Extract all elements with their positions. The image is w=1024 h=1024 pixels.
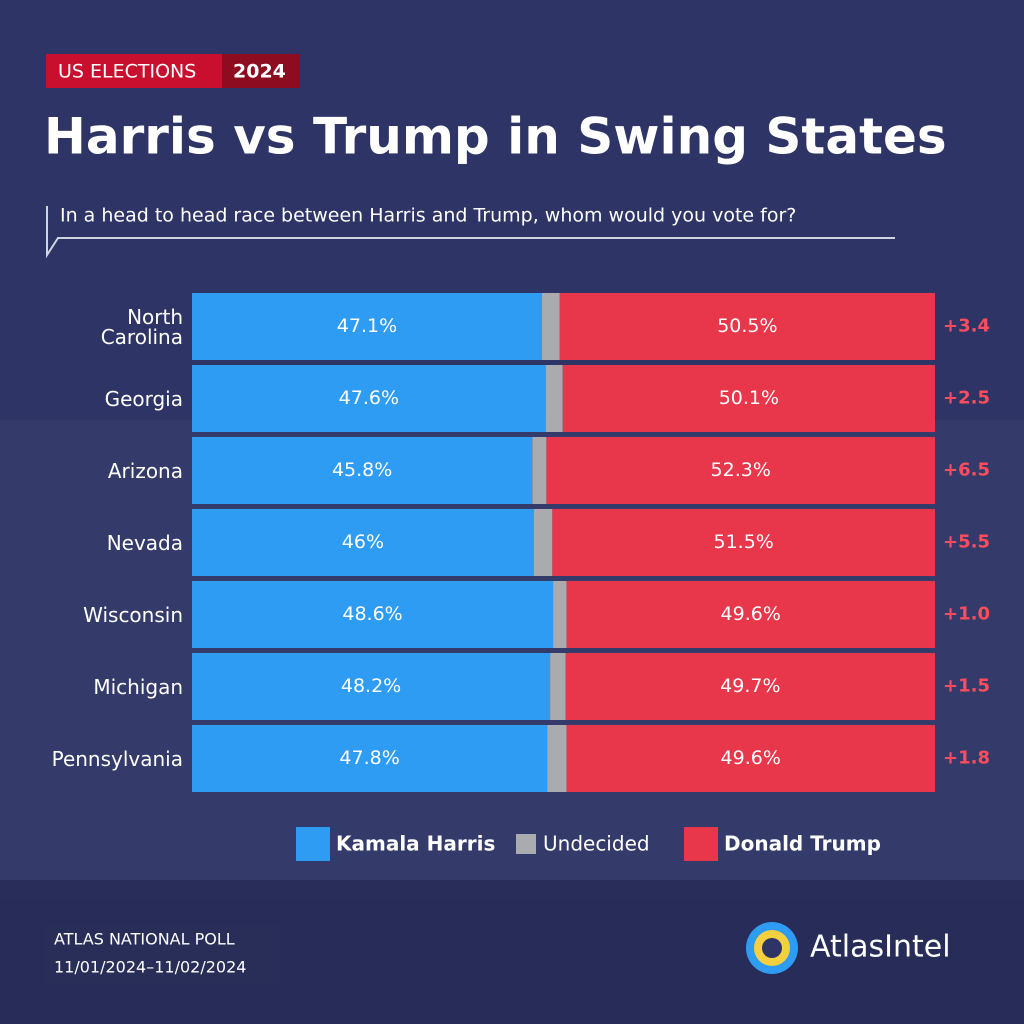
value-label: 45.8%	[332, 459, 392, 481]
value-label: 46%	[342, 531, 384, 553]
bar-segment	[192, 581, 554, 648]
brand: AtlasIntel	[810, 930, 951, 965]
value-label: 49.6%	[721, 603, 781, 625]
legend-icon	[684, 827, 718, 861]
bar-segment	[192, 653, 551, 720]
value-label: 47.8%	[339, 747, 399, 769]
margin-label: +6.5	[943, 460, 990, 481]
bar-segment	[547, 725, 567, 792]
value-label: 47.6%	[339, 387, 399, 409]
value-label: 52.3%	[711, 459, 771, 481]
bar-segment	[552, 509, 935, 576]
legend-icon	[516, 834, 536, 854]
kicker-year-badge	[222, 54, 300, 88]
bar-segment	[566, 581, 935, 648]
subtitle: In a head to head race between Harris an…	[60, 205, 796, 227]
margin-label: +5.5	[943, 532, 990, 553]
category-label: Pennsylvania	[51, 746, 183, 771]
bar-segment	[192, 365, 546, 432]
kicker: US ELECTIONS	[58, 61, 196, 83]
value-label: 49.6%	[721, 747, 781, 769]
bar-segment	[192, 437, 533, 504]
bar-segment	[553, 581, 567, 648]
value-label: 47.1%	[337, 315, 397, 337]
bar-segment	[550, 653, 566, 720]
source-box	[46, 926, 280, 984]
value-label: 50.1%	[719, 387, 779, 409]
bar-segment	[541, 293, 560, 360]
source: ATLAS NATIONAL POLL	[54, 930, 235, 949]
logo	[762, 938, 782, 958]
value-label: 48.6%	[342, 603, 402, 625]
bar-segment	[566, 725, 935, 792]
legend-label: Kamala Harris	[336, 832, 495, 856]
value-label: 48.2%	[341, 675, 401, 697]
date-range: 11/01/2024–11/02/2024	[54, 958, 246, 977]
legend-icon	[296, 827, 330, 861]
margin-label: +1.5	[943, 676, 990, 697]
value-label: 51.5%	[713, 531, 773, 553]
bar-segment	[545, 365, 563, 432]
category-label: Michigan	[93, 674, 183, 699]
legend-label: Donald Trump	[724, 832, 881, 856]
bar-segment	[565, 653, 935, 720]
bar-segment	[533, 509, 553, 576]
kicker-badge	[46, 54, 222, 88]
category-label: North Carolina	[100, 304, 183, 349]
category-label: Georgia	[104, 386, 183, 411]
margin-label: +2.5	[943, 388, 990, 409]
bar-segment	[192, 725, 548, 792]
category-label: Arizona	[107, 458, 183, 483]
value-label: 50.5%	[717, 315, 777, 337]
subtitle-bracket	[46, 206, 895, 259]
bar-segment	[562, 365, 935, 432]
category-label: Nevada	[106, 530, 183, 555]
margin-label: +1.0	[943, 604, 990, 625]
value-label: 49.7%	[720, 675, 780, 697]
bar-segment	[192, 509, 534, 576]
chart-title: Harris vs Trump in Swing States	[44, 108, 947, 166]
margin-label: +1.8	[943, 748, 990, 769]
margin-label: +3.4	[943, 316, 990, 337]
bar-segment	[192, 293, 542, 360]
bar-segment	[559, 293, 935, 360]
category-label: Wisconsin	[83, 602, 183, 627]
legend-label: Undecided	[543, 832, 650, 856]
bar-segment	[532, 437, 547, 504]
kicker-year: 2024	[233, 61, 286, 83]
bar-segment	[546, 437, 935, 504]
